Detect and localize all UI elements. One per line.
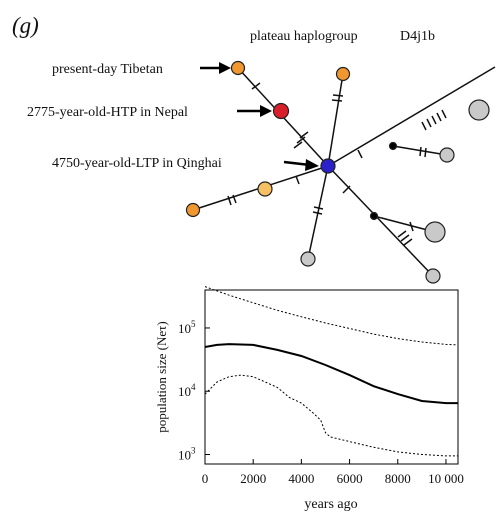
y-tick-label: 105 bbox=[178, 319, 196, 336]
x-tick-label: 2000 bbox=[240, 471, 266, 486]
mutation-tick bbox=[424, 147, 427, 158]
mutation-tick bbox=[441, 109, 447, 119]
arrowhead-icon bbox=[219, 62, 231, 74]
skyline-chart: 0 2000 4000 6000 8000 10 000 105 104 103 years … bbox=[154, 286, 464, 512]
mutation-tick bbox=[431, 115, 437, 125]
series-line-dotted-upper bbox=[204, 286, 459, 346]
network-edge bbox=[327, 73, 344, 167]
x-tick-label: 0 bbox=[202, 471, 209, 486]
x-ticks: 0 2000 4000 6000 8000 10 000 bbox=[202, 459, 464, 486]
mutation-tick bbox=[397, 230, 407, 238]
annotation-htp: 2775-year-old-HTP in Nepal bbox=[27, 105, 188, 120]
node-present-day-tibetan bbox=[230, 60, 246, 76]
node-light-orange bbox=[257, 181, 273, 197]
mutation-tick bbox=[426, 118, 432, 128]
node-other bbox=[424, 221, 446, 243]
x-tick-label: 6000 bbox=[337, 471, 363, 486]
node-ancient-ltp bbox=[320, 158, 336, 174]
mutation-tick bbox=[331, 99, 343, 102]
arrowhead-icon bbox=[260, 105, 272, 117]
node-present-day-tibetan bbox=[335, 66, 351, 82]
mutation-tick bbox=[403, 238, 413, 246]
node-other bbox=[300, 251, 316, 267]
mutation-tick bbox=[436, 112, 442, 122]
mutation-tick bbox=[357, 149, 363, 159]
mutation-tick bbox=[332, 94, 344, 97]
mutation-tick bbox=[409, 221, 414, 232]
mutation-tick bbox=[295, 175, 300, 185]
mutation-tick bbox=[232, 194, 237, 204]
node-ancient-htp bbox=[272, 102, 290, 120]
mutation-tick bbox=[293, 141, 303, 149]
mutation-tick bbox=[296, 136, 306, 144]
annotation-ltp: 4750-year-old-LTP in Qinghai bbox=[52, 156, 222, 171]
plot-frame bbox=[204, 289, 459, 465]
node-present-day-tibetan bbox=[185, 202, 201, 218]
haplogroup-label: D4j1b bbox=[400, 29, 435, 44]
mutation-tick bbox=[227, 195, 232, 206]
mutation-tick bbox=[251, 82, 261, 90]
mutation-tick bbox=[400, 234, 410, 242]
y-tick-label: 103 bbox=[178, 446, 196, 463]
series-layer bbox=[204, 286, 459, 457]
mutation-tick bbox=[312, 211, 323, 215]
node-other bbox=[439, 147, 455, 163]
x-tick-label: 10 000 bbox=[428, 471, 464, 486]
annotation-tibetan: present-day Tibetan bbox=[52, 62, 163, 77]
mutation-tick bbox=[299, 131, 309, 139]
mutation-tick bbox=[313, 206, 324, 210]
network-edge bbox=[327, 165, 434, 277]
y-tick-label: 104 bbox=[178, 382, 196, 399]
arrowhead-icon bbox=[305, 159, 319, 171]
x-tick-label: 8000 bbox=[385, 471, 411, 486]
network-edge bbox=[327, 66, 496, 167]
panel-label: (g) bbox=[12, 13, 39, 38]
x-axis-label: years ago bbox=[304, 497, 357, 512]
mutation-tick bbox=[342, 185, 351, 194]
network-title: plateau haplogroup bbox=[250, 29, 358, 44]
x-tick-label: 4000 bbox=[288, 471, 314, 486]
y-axis-label: population size (Neτ) bbox=[154, 321, 169, 432]
mutation-tick bbox=[421, 121, 427, 131]
annotations: present-day Tibetan 2775-year-old-HTP in… bbox=[27, 62, 319, 171]
series-line-solid-median bbox=[204, 343, 458, 405]
node-other bbox=[468, 99, 490, 121]
haplotype-network bbox=[185, 60, 496, 284]
node-median-vector bbox=[369, 211, 379, 221]
mutation-tick bbox=[419, 146, 422, 157]
node-other bbox=[425, 268, 441, 284]
node-median-vector bbox=[388, 141, 398, 151]
series-line-dotted-lower bbox=[204, 374, 458, 457]
